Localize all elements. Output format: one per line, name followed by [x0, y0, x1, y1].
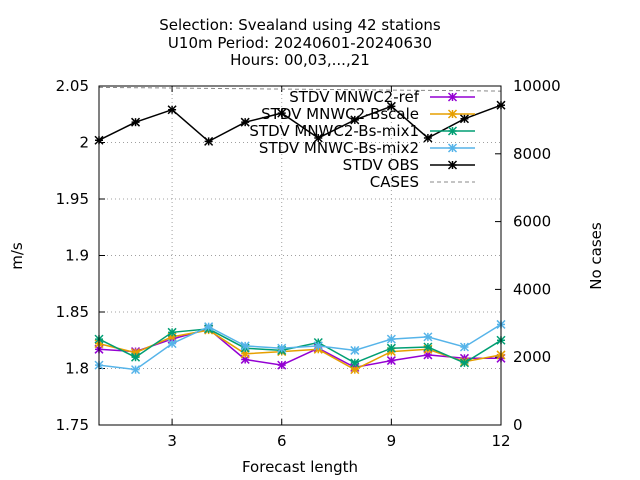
data-point: [240, 117, 250, 127]
legend-item: STDV MNWC2-Bscale: [261, 105, 475, 123]
series-stdv-mnwc2-bs-mix1: [94, 324, 506, 368]
y-tick-label: 2: [79, 134, 89, 152]
title-line-1: Selection: Svealand using 42 stations: [159, 16, 441, 34]
data-point: [350, 345, 360, 355]
legend-item: STDV MNWC2-ref: [289, 88, 475, 106]
y2-tick-label: 0: [513, 416, 523, 434]
data-point: [131, 352, 141, 362]
x-tick-label: 6: [277, 432, 287, 450]
title-line-3: Hours: 00,03,...,21: [230, 51, 370, 69]
data-point: [313, 133, 323, 143]
y-tick-label: 2.05: [56, 77, 89, 95]
y-tick-label: 1.8: [65, 360, 89, 378]
x-tick-label: 9: [387, 432, 397, 450]
data-point: [350, 365, 360, 375]
x-axis-label: Forecast length: [242, 458, 358, 476]
data-point: [423, 342, 433, 352]
data-point: [350, 115, 360, 125]
data-point: [131, 365, 141, 375]
legend-marker: [447, 126, 458, 136]
data-point: [167, 327, 177, 337]
data-point: [423, 332, 433, 342]
y2-tick-label: 10000: [513, 77, 561, 95]
data-point: [204, 136, 214, 146]
legend-label: STDV MNWC2-ref: [289, 88, 419, 106]
legend-marker: [447, 109, 458, 119]
legend-marker: [447, 160, 458, 170]
legend-item: STDV MNWC2-Bs-mix1: [249, 122, 475, 140]
data-point: [423, 133, 433, 143]
series-line: [98, 323, 502, 371]
series-line: [98, 328, 501, 369]
legend-label: STDV MNWC2-Bs-mix1: [249, 122, 419, 140]
x-tick-label: 12: [491, 432, 510, 450]
plot-frame: [98, 85, 502, 426]
series-line: [98, 328, 502, 364]
y-tick-label: 1.85: [56, 303, 89, 321]
data-point: [459, 342, 469, 352]
y2-axis-label: No cases: [587, 222, 605, 290]
y2-tick-label: 8000: [513, 145, 551, 163]
y-axis-label: m/s: [8, 242, 26, 270]
legend-label: CASES: [370, 173, 419, 191]
legend-item: CASES: [370, 173, 475, 191]
y2-tick-label: 4000: [513, 280, 551, 298]
y-tick-label: 1.9: [65, 247, 89, 265]
data-point: [277, 360, 287, 370]
data-point: [386, 334, 396, 344]
legend-item: STDV OBS: [343, 156, 475, 174]
data-point: [240, 341, 250, 351]
y-tick-label: 1.75: [56, 416, 89, 434]
series-stdv-mnwc2-ref: [94, 324, 506, 372]
data-point: [386, 343, 396, 353]
chart-title: Selection: Svealand using 42 stations U1…: [159, 16, 441, 69]
y2-tick-label: 6000: [513, 213, 551, 231]
y2-tick-label: 2000: [513, 348, 551, 366]
data-point: [459, 358, 469, 368]
data-point: [277, 343, 287, 353]
data-point: [313, 341, 323, 351]
data-point: [131, 117, 141, 127]
data-point: [167, 339, 177, 349]
series-stdv-mnwc-bs-mix2: [94, 319, 506, 375]
legend-item: STDV MNWC-Bs-mix2: [259, 139, 475, 157]
series-line: [98, 104, 502, 143]
series-stdv-mnwc2-bscale: [94, 325, 506, 375]
data-point: [277, 108, 287, 118]
data-point: [459, 114, 469, 124]
data-point: [350, 358, 360, 368]
data-point: [204, 322, 214, 332]
legend-label: STDV OBS: [343, 156, 419, 174]
data-point: [386, 356, 396, 366]
axis-ticks: 3 6 9 12 1.75 1.8 1.85 1.9 1.95 2 2.05 0 2000 4000 600…: [56, 77, 561, 450]
series-line: [98, 329, 502, 371]
y-tick-label: 1.95: [56, 190, 89, 208]
title-line-2: U10m Period: 20240601-20240630: [168, 34, 432, 52]
data-point: [386, 101, 396, 111]
data-point: [167, 105, 177, 115]
legend-marker: [447, 143, 458, 153]
legend-marker: [447, 92, 458, 102]
legend-label: STDV MNWC2-Bscale: [261, 105, 419, 123]
legend-label: STDV MNWC-Bs-mix2: [259, 139, 419, 157]
x-tick-label: 3: [167, 432, 177, 450]
